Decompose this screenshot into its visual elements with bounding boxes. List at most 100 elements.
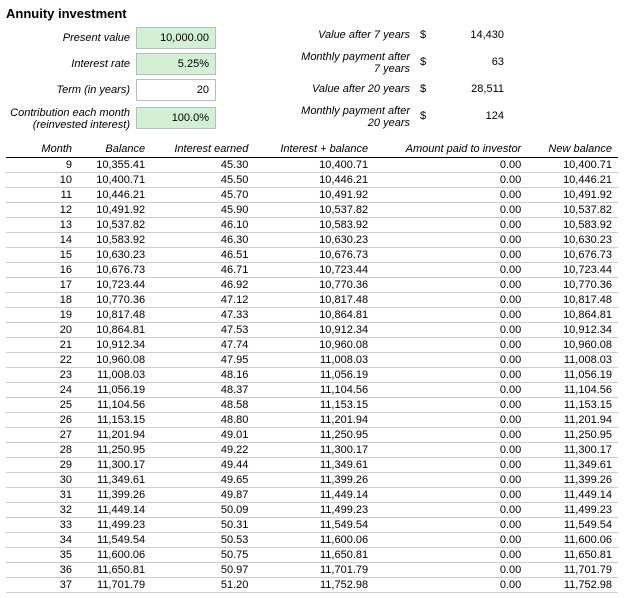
table-cell: 11,449.14 <box>527 488 618 503</box>
table-cell: 10,355.41 <box>78 158 151 173</box>
table-cell: 45.30 <box>151 158 254 173</box>
table-cell: 49.44 <box>151 458 254 473</box>
table-cell: 10,537.82 <box>78 218 151 233</box>
table-cell: 10,770.36 <box>254 278 374 293</box>
table-cell: 10,630.23 <box>254 233 374 248</box>
table-cell: 10,491.92 <box>78 203 151 218</box>
table-cell: 10,817.48 <box>527 293 618 308</box>
table-cell: 11,499.23 <box>254 503 374 518</box>
table-cell: 10,446.21 <box>254 173 374 188</box>
table-cell: 46.10 <box>151 218 254 233</box>
table-cell: 11,549.54 <box>254 518 374 533</box>
table-cell: 0.00 <box>374 323 527 338</box>
table-cell: 10,491.92 <box>527 188 618 203</box>
value-7: 14,430 <box>434 29 504 41</box>
table-cell: 11,549.54 <box>527 518 618 533</box>
table-cell: 11,008.03 <box>527 353 618 368</box>
term-input[interactable]: 20 <box>136 79 216 101</box>
table-cell: 29 <box>6 458 78 473</box>
table-row: 1510,630.2346.5110,676.730.0010,676.73 <box>6 248 618 263</box>
table-cell: 11,600.06 <box>78 548 151 563</box>
table-cell: 10,537.82 <box>254 203 374 218</box>
table-row: 1410,583.9246.3010,630.230.0010,630.23 <box>6 233 618 248</box>
table-cell: 11,701.79 <box>78 578 151 593</box>
table-cell: 11,300.17 <box>527 443 618 458</box>
payment-7-label: Monthly payment after 7 years <box>276 49 416 75</box>
table-cell: 0.00 <box>374 263 527 278</box>
table-cell: 11,349.61 <box>78 473 151 488</box>
table-cell: 21 <box>6 338 78 353</box>
table-row: 2210,960.0847.9511,008.030.0011,008.03 <box>6 353 618 368</box>
table-cell: 11,499.23 <box>527 503 618 518</box>
table-row: 3011,349.6149.6511,399.260.0011,399.26 <box>6 473 618 488</box>
table-cell: 10,864.81 <box>254 308 374 323</box>
table-cell: 46.51 <box>151 248 254 263</box>
table-cell: 11,250.95 <box>527 428 618 443</box>
table-row: 1310,537.8246.1010,583.920.0010,583.92 <box>6 218 618 233</box>
table-cell: 11,399.26 <box>527 473 618 488</box>
table-cell: 48.37 <box>151 383 254 398</box>
table-cell: 0.00 <box>374 398 527 413</box>
table-cell: 50.53 <box>151 533 254 548</box>
table-row: 3211,449.1450.0911,499.230.0011,499.23 <box>6 503 618 518</box>
table-cell: 0.00 <box>374 443 527 458</box>
table-cell: 11,300.17 <box>254 443 374 458</box>
table-cell: 10,583.92 <box>78 233 151 248</box>
value-20-label: Value after 20 years <box>276 83 416 95</box>
contribution-input[interactable]: 100.0% <box>136 107 216 129</box>
table-cell: 27 <box>6 428 78 443</box>
table-row: 1710,723.4446.9210,770.360.0010,770.36 <box>6 278 618 293</box>
table-cell: 14 <box>6 233 78 248</box>
table-cell: 10,400.71 <box>527 158 618 173</box>
value-20: 28,511 <box>434 83 504 95</box>
table-cell: 10 <box>6 173 78 188</box>
table-cell: 10,817.48 <box>78 308 151 323</box>
table-cell: 0.00 <box>374 533 527 548</box>
present-value-input[interactable]: 10,000.00 <box>136 27 216 49</box>
table-row: 2811,250.9549.2211,300.170.0011,300.17 <box>6 443 618 458</box>
table-cell: 0.00 <box>374 383 527 398</box>
table-cell: 13 <box>6 218 78 233</box>
table-cell: 11,600.06 <box>254 533 374 548</box>
table-cell: 10,676.73 <box>527 248 618 263</box>
present-value-label: Present value <box>6 32 136 44</box>
table-cell: 0.00 <box>374 308 527 323</box>
currency-symbol: $ <box>416 56 434 68</box>
table-cell: 11 <box>6 188 78 203</box>
column-header: Month <box>6 141 78 158</box>
table-row: 3311,499.2350.3111,549.540.0011,549.54 <box>6 518 618 533</box>
table-cell: 11,008.03 <box>78 368 151 383</box>
table-cell: 11,399.26 <box>78 488 151 503</box>
table-cell: 10,912.34 <box>527 323 618 338</box>
table-cell: 11,056.19 <box>78 383 151 398</box>
table-cell: 33 <box>6 518 78 533</box>
table-cell: 50.75 <box>151 548 254 563</box>
table-cell: 49.01 <box>151 428 254 443</box>
table-cell: 45.90 <box>151 203 254 218</box>
table-cell: 24 <box>6 383 78 398</box>
table-cell: 51.20 <box>151 578 254 593</box>
table-cell: 0.00 <box>374 278 527 293</box>
table-row: 2411,056.1948.3711,104.560.0011,104.56 <box>6 383 618 398</box>
table-cell: 45.50 <box>151 173 254 188</box>
table-cell: 0.00 <box>374 428 527 443</box>
interest-rate-label: Interest rate <box>6 58 136 70</box>
input-block: Present value 10,000.00 Interest rate 5.… <box>6 27 216 131</box>
table-cell: 11,153.15 <box>254 398 374 413</box>
table-cell: 0.00 <box>374 158 527 173</box>
table-row: 2611,153.1548.8011,201.940.0011,201.94 <box>6 413 618 428</box>
table-cell: 23 <box>6 368 78 383</box>
table-cell: 0.00 <box>374 233 527 248</box>
interest-rate-input[interactable]: 5.25% <box>136 53 216 75</box>
table-cell: 10,630.23 <box>527 233 618 248</box>
table-cell: 0.00 <box>374 218 527 233</box>
table-cell: 0.00 <box>374 293 527 308</box>
table-row: 3411,549.5450.5311,600.060.0011,600.06 <box>6 533 618 548</box>
table-row: 2711,201.9449.0111,250.950.0011,250.95 <box>6 428 618 443</box>
table-cell: 11,104.56 <box>527 383 618 398</box>
table-cell: 11,201.94 <box>527 413 618 428</box>
table-cell: 12 <box>6 203 78 218</box>
table-row: 2311,008.0348.1611,056.190.0011,056.19 <box>6 368 618 383</box>
table-cell: 28 <box>6 443 78 458</box>
table-cell: 0.00 <box>374 353 527 368</box>
